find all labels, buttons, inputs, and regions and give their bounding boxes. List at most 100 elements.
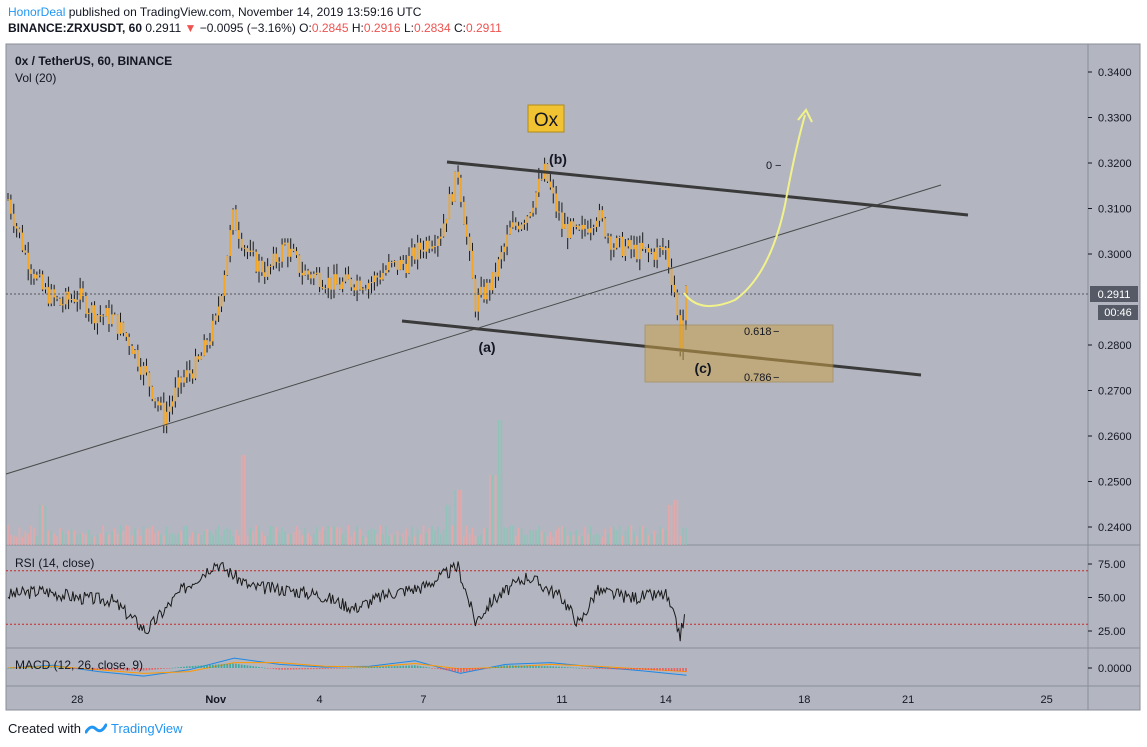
volume-bar: [526, 535, 529, 545]
tradingview-brand[interactable]: TradingView: [84, 720, 183, 738]
volume-bar: [76, 534, 79, 545]
volume-bar: [523, 534, 526, 545]
volume-bar: [448, 505, 451, 545]
candle-body: [269, 265, 272, 267]
macd-histogram-bar: [344, 668, 347, 669]
volume-bar: [73, 530, 76, 545]
volume-bar: [569, 531, 572, 545]
volume-bar: [50, 531, 53, 545]
volume-bar: [315, 526, 318, 545]
time-tick-label: 18: [798, 694, 810, 706]
volume-bar: [139, 536, 142, 545]
volume-bar: [390, 534, 393, 545]
volume-bar: [486, 527, 488, 545]
volume-bar: [535, 530, 537, 545]
volume-bar: [509, 525, 511, 545]
candle-body: [289, 248, 292, 257]
macd-histogram-bar: [333, 668, 335, 669]
last-price: 0.2911: [145, 21, 182, 35]
candle-body: [102, 315, 105, 317]
candle-body: [79, 288, 81, 300]
wave-a-label: (a): [478, 339, 495, 355]
candle-body: [517, 225, 520, 230]
ox-logo-text: Ox: [534, 110, 559, 131]
macd-histogram-bar: [113, 668, 116, 671]
macd-histogram-bar: [255, 666, 257, 668]
volume-bar: [162, 535, 165, 545]
candle-body: [439, 236, 442, 239]
volume-bar: [269, 525, 272, 545]
macd-histogram-bar: [76, 668, 79, 669]
macd-histogram-bar: [543, 666, 546, 668]
volume-bar: [249, 528, 252, 545]
price-tick-label: 0.2700: [1098, 386, 1132, 398]
drawings: [5, 108, 1088, 475]
candle-body: [673, 284, 676, 293]
macd-histogram-bar: [338, 668, 341, 669]
macd-histogram-bar: [243, 664, 246, 668]
macd-histogram-bar: [636, 668, 638, 670]
axes: 0.3400 0.3300 0.3200 0.3100 0.3000 0.2800 0.27…: [71, 67, 1132, 706]
candle-body: [509, 227, 511, 235]
macd-histogram-bar: [327, 668, 330, 669]
time-tick-label: 7: [420, 694, 426, 706]
macd-histogram-bar: [217, 664, 220, 668]
macd-histogram-bar: [359, 667, 361, 669]
volume-bar: [584, 527, 586, 545]
candle-body: [647, 248, 650, 253]
macd-label: MACD (12, 26, close, 9): [15, 658, 143, 672]
volume-bar: [367, 530, 370, 545]
price-tick-label: 0.3300: [1098, 113, 1132, 125]
candle-body: [180, 377, 182, 383]
wave-c-label: (c): [694, 360, 711, 376]
candle-body: [186, 370, 188, 378]
volume-bar: [165, 526, 168, 545]
candle-body: [434, 245, 436, 247]
macd-histogram-bar: [284, 668, 286, 670]
volume-bar: [644, 527, 647, 545]
candle-body: [364, 288, 367, 290]
macd-histogram-bar: [258, 666, 260, 668]
projection-arrow: [683, 114, 806, 308]
candle-body: [595, 220, 598, 228]
volume-bar: [209, 530, 211, 545]
volume-bar: [633, 531, 635, 545]
signal-line: [7, 662, 687, 674]
macd-histogram-bar: [56, 667, 58, 668]
open-value: 0.2845: [311, 21, 349, 35]
macd-histogram-bar: [411, 665, 413, 668]
low-value: 0.2834: [413, 21, 451, 35]
candle-body: [24, 250, 27, 253]
author-link[interactable]: HonorDeal: [8, 5, 66, 19]
candle-body: [592, 227, 595, 229]
candle-body: [148, 372, 151, 387]
volume-bar: [266, 535, 269, 545]
macd-histogram-bar: [79, 668, 81, 669]
macd-histogram-bar: [685, 668, 687, 672]
candle-body: [500, 252, 503, 260]
candle-body: [200, 355, 203, 360]
candle-body: [214, 315, 217, 321]
volume-bar: [93, 536, 96, 545]
macd-histogram-bar: [641, 668, 644, 670]
rsi-tick-label: 50.00: [1098, 593, 1126, 605]
candle-body: [514, 222, 517, 226]
candle-body: [50, 289, 53, 304]
volume-bar: [128, 526, 131, 545]
candle-body: [41, 274, 44, 290]
volume-bar: [552, 536, 555, 545]
macd-histogram-bar: [278, 668, 281, 670]
wave-b-label: (b): [549, 151, 567, 167]
high-label: H:: [351, 21, 364, 35]
volume-bar: [119, 525, 122, 545]
candle-body: [261, 260, 263, 273]
macd-histogram-bar: [298, 668, 301, 670]
macd-histogram-bar: [99, 668, 102, 670]
macd-histogram-bar: [434, 668, 436, 669]
volume-bar: [656, 533, 658, 545]
price-tick-label: 0.3100: [1098, 204, 1132, 216]
macd-histogram-bar: [85, 668, 87, 670]
volume-bar: [243, 455, 246, 545]
macd-histogram-bar: [662, 668, 664, 671]
